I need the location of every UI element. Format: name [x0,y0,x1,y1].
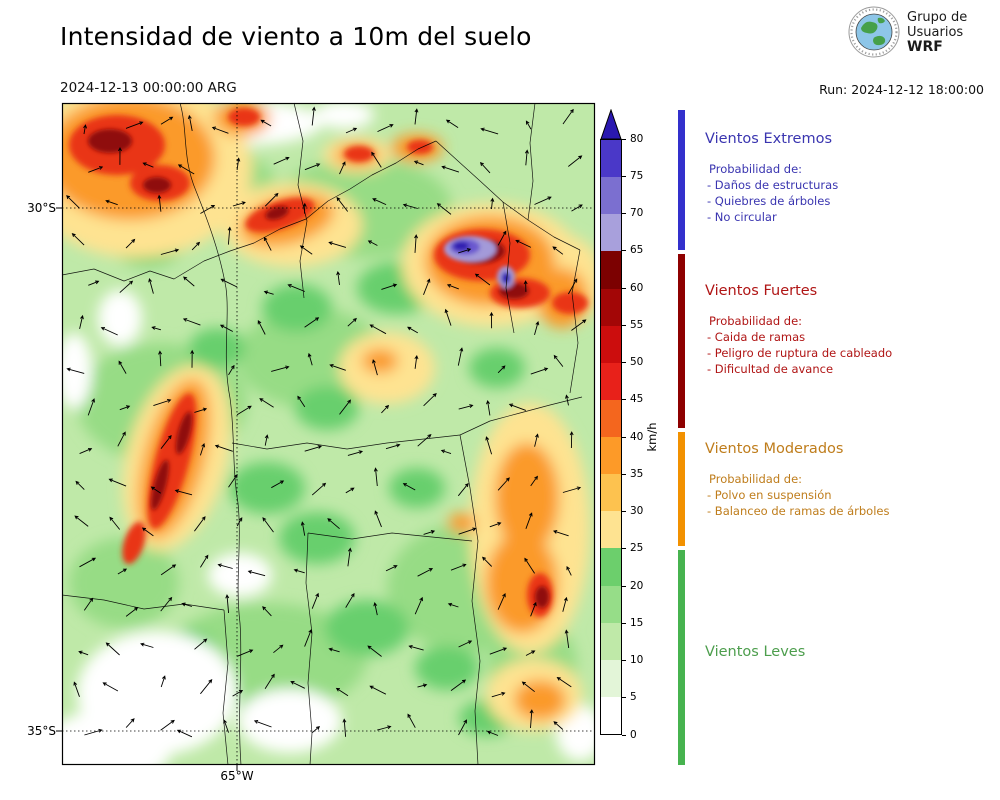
run-datetime-label: Run: 2024-12-12 18:00:00 [819,82,984,97]
colorbar-tick-mark [622,213,626,214]
legend-section-item: - Caida de ramas [707,330,806,344]
colorbar-tick-label: 80 [630,132,644,145]
legend-section-title: Vientos Leves [705,644,806,660]
legend-section-subtitle: Probabilidad de: [709,162,803,176]
colorbar-tick-label: 15 [630,616,644,629]
page-title: Intensidad de viento a 10m del suelo [60,22,532,51]
colorbar-tick-label: 20 [630,579,644,592]
colorbar-tick-label: 5 [630,691,637,704]
risk-bar-extremos [678,110,685,250]
legend-section-item: - Peligro de ruptura de cableado [707,346,893,360]
colorbar-segment [601,140,621,178]
colorbar-segment [601,177,621,215]
wind-intensity-shading [62,103,595,765]
colorbar-tick-mark [622,548,626,550]
colorbar-segment [601,548,621,586]
colorbar-segment [601,474,621,512]
legend-section-item: - Daños de estructuras [707,178,839,192]
colorbar-segment [601,511,621,549]
colorbar-tick-label: 30 [630,505,644,517]
colorbar-segment [601,659,621,697]
colorbar-tick-label: 0 [630,728,637,741]
colorbar-tick-mark [622,697,626,699]
colorbar-tick-mark [622,585,626,587]
map-border [61,102,596,766]
colorbar-tick-mark [622,473,626,475]
legend-section-title: Vientos Moderados [705,441,844,457]
colorbar-extend-arrow [600,109,622,139]
risk-bar-moderados [678,432,685,546]
colorbar-tick-label: 50 [630,356,644,368]
logo-line-1: Grupo de [907,9,968,25]
lat-label-35s: 35°S [27,724,56,738]
lon-label-65w: 65°W [220,769,254,783]
colorbar-tick-mark [622,399,626,401]
colorbar-segment [601,362,621,400]
risk-bar-fuertes [678,254,685,428]
colorbar-segment [601,325,621,363]
wind-arrows-layer [66,106,587,738]
legend-section-leves: Vientos Leves [705,644,993,674]
colorbar-tick-mark [622,175,626,177]
colorbar-tick-label: 45 [630,393,644,406]
colorbar-tick-mark [622,436,626,438]
legend-section-subtitle: Probabilidad de: [709,472,803,486]
legend-section-item: - Polvo en suspensión [707,488,832,502]
logo-line-2: Usuarios [907,24,964,40]
colorbar-tick-label: 60 [630,281,644,294]
colorbar-tick-mark [622,511,626,512]
colorbar-segment [601,585,621,623]
province-borders [61,102,583,766]
colorbar-segment [601,251,621,289]
wrf-users-group-logo: Grupo de Usuarios WRF [848,6,967,58]
colorbar-segment [601,437,621,475]
colorbar-tick-label: 55 [630,318,644,331]
colorbar-tick-label: 10 [630,654,644,666]
colorbar-tick-label: 25 [630,542,644,555]
legend-section-item: - No circular [707,210,777,224]
legend-section-extremos: Vientos Extremos Probabilidad de: - Daños … [705,131,993,225]
risk-bar-leves [678,550,685,765]
colorbar-tick-mark [622,622,626,624]
wind-field-map [56,102,596,771]
grid-lines [62,103,595,765]
colorbar [600,139,622,735]
colorbar-unit-label: km/h [645,422,659,452]
legend-section-subtitle: Probabilidad de: [709,314,803,328]
legend-section-fuertes: Vientos Fuertes Probabilidad de: - Caida d… [705,283,993,377]
colorbar-segment [601,214,621,252]
wrf-globe-icon [848,6,900,58]
legend-section-moderados: Vientos Moderados Probabilidad de: - Polvo… [705,441,993,519]
legend-section-item: - Balanceo de ramas de árboles [707,504,890,518]
colorbar-tick-mark [622,362,626,363]
colorbar-segment [601,622,621,660]
legend-section-title: Vientos Extremos [705,131,833,147]
colorbar-tick-mark [622,734,626,736]
wind-arrow-glyphs [66,106,587,738]
colorbar-tick-mark [622,287,626,289]
colorbar-tick-mark [622,138,626,140]
legend-section-item: - Quiebres de árboles [707,194,831,208]
colorbar-tick-mark [622,324,626,326]
legend-section-item: - Dificultad de avance [707,362,834,376]
colorbar-tick-mark [622,660,626,661]
colorbar-tick-label: 65 [630,244,644,257]
logo-text: Grupo de Usuarios WRF [907,10,967,55]
colorbar-segment [601,399,621,437]
lat-label-30s: 30°S [27,201,56,215]
colorbar-segment [601,696,621,734]
colorbar-segment [601,288,621,326]
logo-line-3: WRF [907,38,943,55]
colorbar-tick-label: 40 [630,430,644,443]
valid-datetime-label: 2024-12-13 00:00:00 ARG [60,80,237,96]
legend-section-title: Vientos Fuertes [705,283,818,299]
map-panel [56,102,596,771]
colorbar-tick-label: 70 [630,207,644,219]
colorbar-tick-label: 35 [630,467,644,480]
axis-tick-marks [56,207,238,771]
colorbar-tick-label: 75 [630,169,644,182]
colorbar-tick-mark [622,250,626,252]
